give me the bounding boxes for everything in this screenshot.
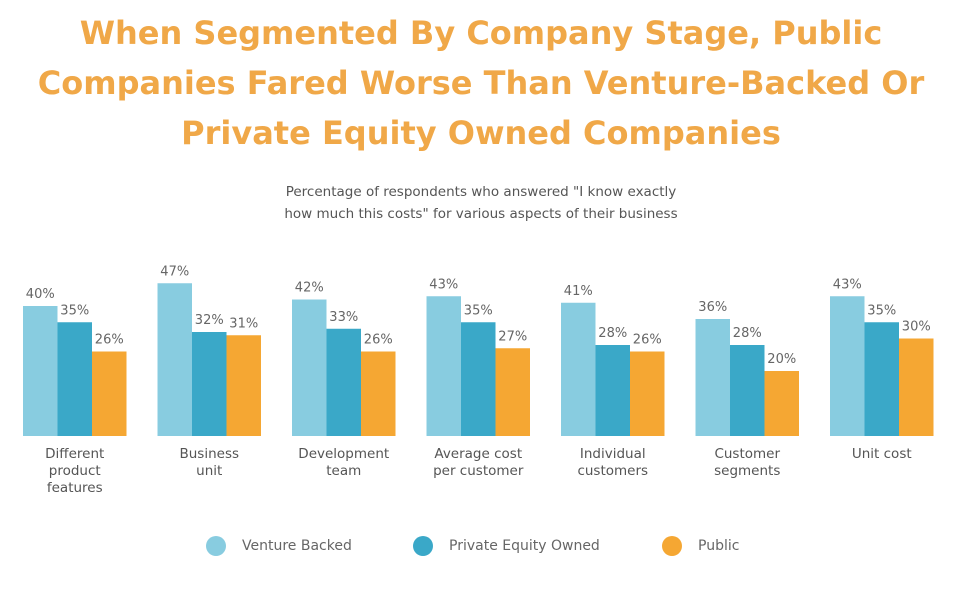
data-label-customer-segments-venture-backed: 36% bbox=[698, 300, 727, 315]
bar-group-average-cost-per-customer: 43% 35% 27% Average cost per customer bbox=[426, 277, 530, 479]
data-label-average-cost-per-customer-private-equity-owned: 35% bbox=[464, 303, 493, 318]
legend-label-public: Public bbox=[698, 538, 740, 554]
data-label-individual-customers-venture-backed: 41% bbox=[564, 284, 593, 299]
bar-group-business-unit: 47% 32% 31% Business unit bbox=[157, 264, 261, 479]
chart-legend: Venture Backed Private Equity Owned Publ… bbox=[0, 534, 962, 558]
bar-average-cost-per-customer-private-equity-owned bbox=[461, 322, 496, 436]
bar-unit-cost-venture-backed bbox=[830, 296, 865, 436]
category-label-unit-cost: Unit cost bbox=[852, 446, 912, 462]
bar-development-team-public bbox=[361, 351, 396, 436]
data-label-individual-customers-public: 26% bbox=[633, 333, 662, 348]
bar-customer-segments-public bbox=[764, 371, 799, 436]
category-label-different-product-features: Different product features bbox=[45, 446, 104, 496]
category-label-average-cost-per-customer: Average cost per customer bbox=[433, 446, 524, 479]
data-label-business-unit-public: 31% bbox=[229, 316, 258, 331]
data-label-different-product-features-public: 26% bbox=[95, 333, 124, 348]
legend-label-venture-backed: Venture Backed bbox=[242, 538, 352, 554]
data-label-business-unit-venture-backed: 47% bbox=[160, 264, 189, 279]
bar-different-product-features-private-equity-owned bbox=[57, 322, 92, 436]
data-label-business-unit-private-equity-owned: 32% bbox=[195, 313, 224, 328]
legend-item-public: Public bbox=[662, 534, 739, 558]
chart-subtitle: Percentage of respondents who answered "… bbox=[200, 181, 762, 225]
bar-individual-customers-private-equity-owned bbox=[595, 345, 630, 436]
chart-subtitle-line: how much this costs" for various aspects… bbox=[284, 206, 678, 222]
bar-group-customer-segments: 36% 28% 20% Customer segments bbox=[695, 300, 799, 479]
legend-swatch-private-equity-owned bbox=[413, 536, 433, 556]
bar-group-unit-cost: 43% 35% 30% Unit cost bbox=[830, 277, 934, 462]
bar-group-different-product-features: 40% 35% 26% Different product features bbox=[23, 287, 127, 496]
data-label-development-team-private-equity-owned: 33% bbox=[329, 310, 358, 325]
category-label-customer-segments: Customer segments bbox=[714, 446, 780, 479]
chart-title-line: Private Equity Owned Companies bbox=[181, 114, 781, 152]
bar-average-cost-per-customer-venture-backed bbox=[426, 296, 461, 436]
bar-development-team-private-equity-owned bbox=[326, 328, 361, 436]
data-label-customer-segments-public: 20% bbox=[767, 352, 796, 367]
data-label-individual-customers-private-equity-owned: 28% bbox=[598, 326, 627, 341]
bar-group-development-team: 42% 33% 26% Development team bbox=[292, 281, 396, 479]
bar-individual-customers-public bbox=[630, 351, 665, 436]
data-label-different-product-features-venture-backed: 40% bbox=[26, 287, 55, 302]
legend-item-venture-backed: Venture Backed bbox=[206, 534, 352, 558]
category-label-individual-customers: Individual customers bbox=[577, 446, 648, 479]
bar-customer-segments-venture-backed bbox=[695, 319, 730, 436]
category-label-business-unit: Business unit bbox=[179, 446, 239, 479]
data-label-customer-segments-private-equity-owned: 28% bbox=[733, 326, 762, 341]
legend-swatch-public bbox=[662, 536, 682, 556]
chart-subtitle-line: Percentage of respondents who answered "… bbox=[285, 184, 677, 200]
legend-item-private-equity-owned: Private Equity Owned bbox=[413, 534, 600, 558]
bar-business-unit-public bbox=[226, 335, 261, 436]
bar-business-unit-venture-backed bbox=[157, 283, 192, 436]
bar-unit-cost-public bbox=[899, 338, 934, 436]
bar-different-product-features-venture-backed bbox=[23, 306, 58, 436]
bar-business-unit-private-equity-owned bbox=[192, 332, 227, 436]
data-label-unit-cost-private-equity-owned: 35% bbox=[867, 303, 896, 318]
legend-label-private-equity-owned: Private Equity Owned bbox=[449, 538, 600, 554]
data-label-unit-cost-venture-backed: 43% bbox=[833, 277, 862, 292]
data-label-unit-cost-public: 30% bbox=[902, 320, 931, 335]
bar-individual-customers-venture-backed bbox=[561, 302, 596, 436]
chart-title-line: When Segmented By Company Stage, Public bbox=[79, 14, 883, 52]
bar-group-individual-customers: 41% 28% 26% Individual customers bbox=[561, 284, 665, 479]
bar-average-cost-per-customer-public bbox=[495, 348, 530, 436]
bar-development-team-venture-backed bbox=[292, 299, 327, 436]
chart-title: When Segmented By Company Stage, Public … bbox=[0, 8, 962, 158]
category-label-development-team: Development team bbox=[298, 446, 389, 479]
bar-different-product-features-public bbox=[92, 351, 127, 436]
data-label-different-product-features-private-equity-owned: 35% bbox=[60, 303, 89, 318]
data-label-average-cost-per-customer-public: 27% bbox=[498, 329, 527, 344]
chart-title-line: Companies Fared Worse Than Venture-Backe… bbox=[37, 64, 925, 102]
data-label-average-cost-per-customer-venture-backed: 43% bbox=[429, 277, 458, 292]
bar-customer-segments-private-equity-owned bbox=[730, 345, 765, 436]
data-label-development-team-venture-backed: 42% bbox=[295, 281, 324, 296]
legend-swatch-venture-backed bbox=[206, 536, 226, 556]
bar-unit-cost-private-equity-owned bbox=[864, 322, 899, 436]
data-label-development-team-public: 26% bbox=[364, 333, 393, 348]
